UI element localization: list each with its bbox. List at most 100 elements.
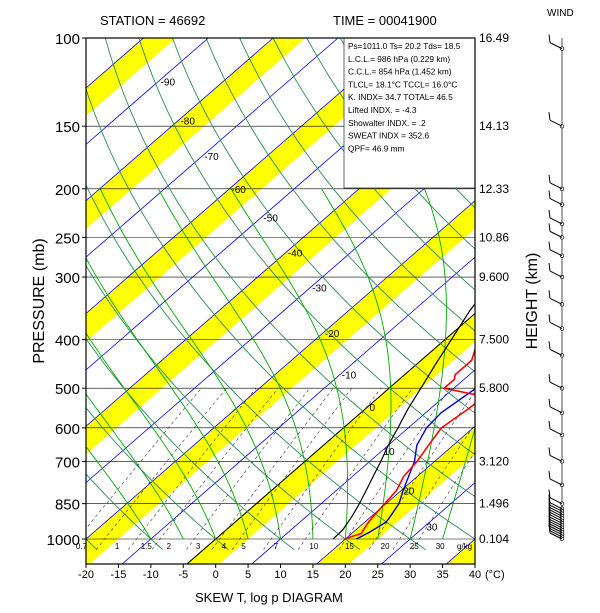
zero-isotherm [186,312,475,564]
mixing-ratio-label: 10 [309,542,318,551]
wind-barb [549,497,563,505]
mixing-ratio-line [368,391,475,550]
isotherm-line [121,256,475,564]
mixing-ratio-line [151,388,279,550]
wind-barb-feather [548,174,551,183]
wind-barb-feather [548,398,551,407]
x-tick-label: 35 [436,569,448,581]
wind-barb-feather [548,470,551,480]
index-line6: Lifted INDX. = -4.3 [348,105,417,115]
pressure-tick-label: 1000 [47,532,80,549]
mixing-ratio-label: 3 [196,542,201,551]
wind-barb [549,521,563,529]
wind-station-dot [559,353,565,358]
station-label: STATION = 46692 [100,13,206,28]
mixing-ratio-line [392,423,475,550]
moist-adiabat [230,188,349,540]
isotherm-line [86,38,209,145]
wind-barb-feather [548,290,551,299]
wind-barb-feather [548,112,551,121]
wind-barb [549,454,563,462]
pressure-tick-label: 850 [55,497,80,514]
isotherm-label: 0 [370,403,376,414]
isotherm-label: -20 [325,329,340,340]
mixing-ratio-line [95,388,227,550]
isotherm-line [86,143,475,484]
dewpoint-line [345,346,475,540]
isotherm-label: -90 [161,77,176,88]
dry-adiabat [138,38,475,456]
x-tick-label: 40 [469,569,481,581]
isotherm-label: 10 [383,447,395,458]
dry-adiabat [306,38,475,250]
wind-barb-feather [548,341,551,350]
wind-station-dot [559,274,565,280]
dry-adiabat [86,473,163,550]
isotherm-line [86,38,404,315]
mixing-ratio-label: 30 [436,542,445,551]
wind-barb-feather [548,209,551,218]
pressure-tick-label: 200 [55,182,80,199]
wind-barb-feather [548,524,551,534]
isotherm-label: -40 [288,248,303,259]
mixing-ratio-label: 5 [241,542,246,551]
isotherm-label: -10 [342,371,357,382]
wind-barb-feather [548,262,551,272]
x-tick-label: 20 [339,569,351,581]
index-line5: K. INDX= 34.7 TOTAL= 46.5 [348,92,453,102]
dry-adiabat [239,38,475,332]
index-line4: TLCL= 18.1°C TCCL= 16.0°C [348,79,457,89]
mixing-ratio-line [86,388,202,530]
moist-adiabat [442,426,475,540]
mixing-ratio-label: 1.5 [141,542,153,551]
mixing-ratio-label: 1 [115,542,120,551]
wind-station-dot [559,432,565,438]
pressure-tick-label: 400 [55,333,80,350]
mixing-ratio-label: 15 [345,542,354,551]
dry-adiabat [272,38,475,291]
isotherm-band [86,539,119,564]
mixing-ratio-label: 0.7 [76,542,88,551]
mixing-ratio-line [186,388,311,550]
dry-adiabat [171,38,475,414]
isotherm-band [316,539,378,564]
pressure-tick-label: 100 [55,31,80,48]
mixing-ratio-line [231,388,353,550]
pressure-tick-label: 300 [55,270,80,287]
mixing-ratio-label: 2 [167,542,172,551]
wind-barb-feather [548,314,551,323]
wind-barb [549,519,563,526]
mixing-ratio-line [263,388,382,550]
dry-adiabat [542,38,600,550]
height-tick-label: 7.500 [479,333,509,347]
mixing-ratio-label: 4 [222,542,227,551]
wind-label: WIND [547,8,574,19]
mixing-ratio-label: 25 [410,542,419,551]
height-tick-label: 5.800 [479,381,509,395]
wind-barb [549,217,563,225]
dry-adiabat [86,538,98,550]
pressure-tick-label: 150 [55,119,80,136]
wind-barb [549,182,563,190]
chart-title: SKEW T, log p DIAGRAM [195,590,343,605]
dry-adiabat [575,38,600,550]
wind-barb [549,297,563,305]
wind-barb [549,428,563,436]
height-tick-label: 9.600 [479,270,509,284]
wind-barb [549,249,563,257]
height-tick-label: 0.104 [479,532,509,546]
index-line3: C.C.L.= 854 hPa (1.452 km) [348,67,452,77]
dry-adiabat [86,87,475,540]
pressure-tick-label: 500 [55,381,80,398]
isotherm-band [86,38,176,117]
dry-adiabat [0,38,31,550]
indices-box [343,37,476,189]
isotherm-label: 30 [426,523,438,534]
index-line7: Showalter INDX. = .2 [348,118,426,128]
wind-barb [549,270,563,278]
wind-barb-feather [548,374,551,383]
x-tick-label: 10 [274,569,286,581]
height-tick-label: 3.120 [479,454,509,468]
wind-barb [549,523,563,531]
